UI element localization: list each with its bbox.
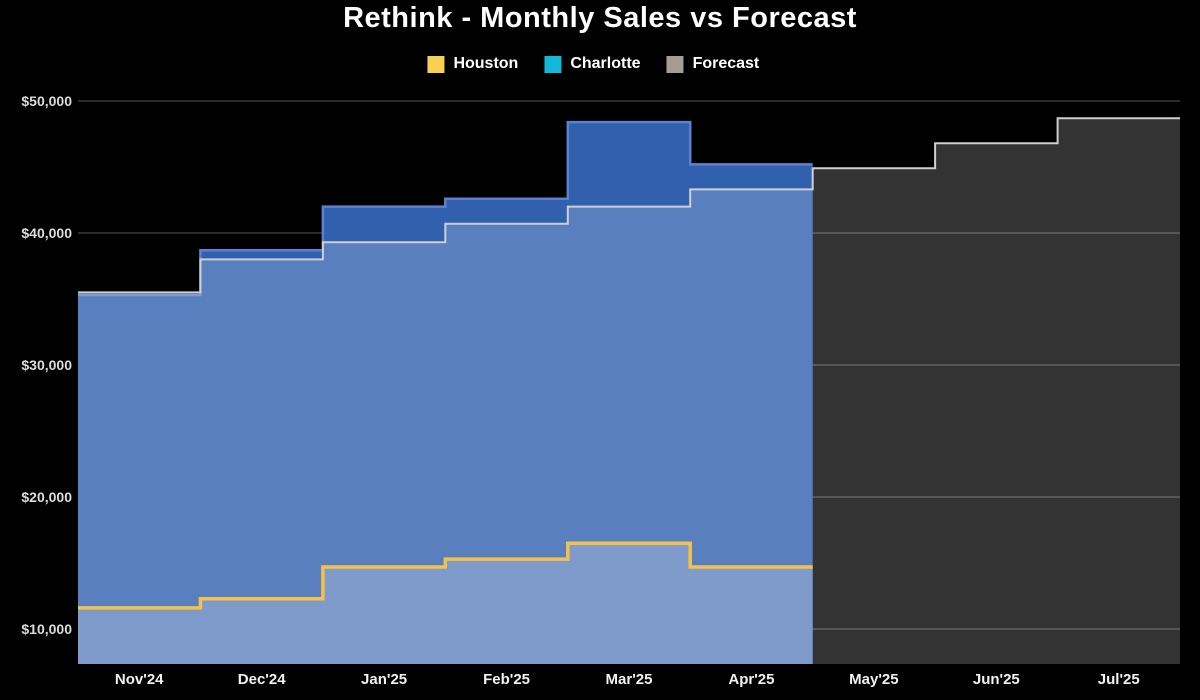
legend-label-forecast: Forecast [692,55,760,72]
y-axis-tick-label: $10,000 [21,621,72,637]
x-axis-tick-label: Dec'24 [238,671,286,688]
legend: Houston Charlotte Forecast [427,55,759,73]
y-axis-tick-label: $50,000 [21,93,72,109]
legend-label-charlotte: Charlotte [570,55,641,72]
y-axis-tick-label: $20,000 [21,489,72,505]
legend-item-houston[interactable]: Houston [427,55,518,73]
x-axis-tick-label: Jan'25 [361,671,407,688]
x-axis-tick-label: Nov'24 [115,671,164,688]
legend-label-houston: Houston [453,55,519,72]
forecast-line [78,117,1180,294]
x-axis-tick-label: Feb'25 [483,671,530,688]
legend-item-charlotte[interactable]: Charlotte [544,55,641,73]
x-axis-tick-label: Jun'25 [973,671,1020,688]
legend-swatch-charlotte [544,55,562,73]
forecast-area [78,118,1180,664]
y-axis-tick-label: $30,000 [21,357,72,373]
sales-total-area [78,122,813,665]
y-axis-tick-label: $40,000 [21,225,72,241]
sales-total-line [78,120,813,297]
houston-line [78,541,813,610]
x-axis-tick-label: Apr'25 [728,671,774,688]
legend-swatch-forecast [666,55,684,73]
x-axis-tick-label: May'25 [849,671,898,688]
x-axis-tick-label: Mar'25 [606,671,653,688]
legend-item-forecast[interactable]: Forecast [666,55,760,73]
houston-area [78,543,813,664]
x-axis-tick-label: Jul'25 [1098,671,1140,688]
legend-swatch-houston [427,55,445,73]
chart-title: Rethink - Monthly Sales vs Forecast [343,2,857,34]
